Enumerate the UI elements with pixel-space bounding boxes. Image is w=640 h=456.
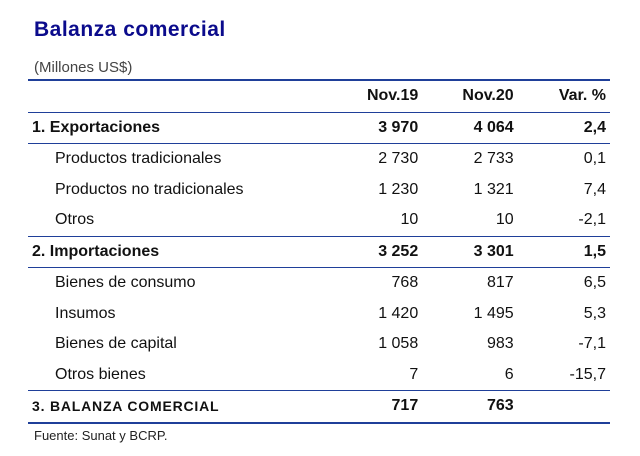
table-row: Insumos 1 420 1 495 5,3 bbox=[28, 299, 610, 330]
row-var bbox=[513, 390, 610, 424]
row-label: Productos no tradicionales bbox=[55, 180, 244, 198]
row-nov19: 7 bbox=[315, 359, 419, 391]
row-var: 5,3 bbox=[583, 304, 606, 322]
row-nov19: 768 bbox=[391, 274, 419, 292]
row-label: Otros bbox=[28, 205, 316, 237]
row-nov20: 2 733 bbox=[473, 150, 514, 168]
table-row: Bienes de consumo 768 817 6,5 bbox=[28, 268, 610, 299]
header-nov20: Nov.20 bbox=[418, 79, 514, 113]
row-var: 2,4 bbox=[513, 112, 610, 144]
row-var: -15,7 bbox=[513, 359, 610, 391]
row-nov20: 817 bbox=[486, 274, 514, 292]
row-nov19: 717 bbox=[315, 390, 419, 424]
header-nov19: Nov.19 bbox=[315, 79, 419, 113]
table-row: Otros bienes 7 6 -15,7 bbox=[28, 359, 610, 391]
units-subtitle: (Millones US$) bbox=[34, 59, 133, 76]
row-label: Insumos bbox=[55, 304, 116, 322]
row-var: 7,4 bbox=[583, 180, 606, 198]
row-nov20: 6 bbox=[418, 359, 514, 391]
table-row-total: 3. BALANZA COMERCIAL 717 763 bbox=[28, 390, 610, 424]
row-label: Productos tradicionales bbox=[55, 150, 222, 168]
row-nov20: 3 301 bbox=[418, 236, 514, 268]
row-label: Otros bienes bbox=[28, 359, 316, 391]
row-nov20: 763 bbox=[418, 390, 514, 424]
row-nov19: 2 730 bbox=[378, 150, 419, 168]
row-nov20: 4 064 bbox=[418, 112, 514, 144]
trade-balance-table: Nov.19 Nov.20 Var. % 1. Exportaciones 3 … bbox=[28, 79, 610, 424]
header-var: Var. % bbox=[513, 79, 610, 113]
page-title: Balanza comercial bbox=[34, 18, 226, 41]
table-header-row: Nov.19 Nov.20 Var. % bbox=[28, 79, 610, 113]
row-nov19: 1 058 bbox=[378, 335, 419, 353]
row-nov19: 1 420 bbox=[378, 304, 419, 322]
table-row: 2. Importaciones 3 252 3 301 1,5 bbox=[28, 236, 610, 268]
row-var: 1,5 bbox=[513, 236, 610, 268]
row-label: Bienes de capital bbox=[55, 335, 177, 353]
row-var: 0,1 bbox=[583, 150, 606, 168]
table-row: Otros 10 10 -2,1 bbox=[28, 205, 610, 237]
row-label: 1. Exportaciones bbox=[28, 112, 316, 144]
row-var: 6,5 bbox=[583, 274, 606, 292]
row-nov19: 1 230 bbox=[378, 180, 419, 198]
row-nov19: 10 bbox=[315, 205, 419, 237]
row-var: -7,1 bbox=[578, 335, 606, 353]
row-nov20: 983 bbox=[486, 335, 514, 353]
table-row: 1. Exportaciones 3 970 4 064 2,4 bbox=[28, 112, 610, 144]
row-label: 2. Importaciones bbox=[28, 236, 316, 268]
row-nov19: 3 252 bbox=[315, 236, 419, 268]
row-nov20: 10 bbox=[418, 205, 514, 237]
row-nov19: 3 970 bbox=[315, 112, 419, 144]
row-var: -2,1 bbox=[513, 205, 610, 237]
row-label: Bienes de consumo bbox=[55, 274, 196, 292]
row-nov20: 1 321 bbox=[473, 180, 514, 198]
table-row: Productos no tradicionales 1 230 1 321 7… bbox=[28, 175, 610, 206]
row-label: 3. BALANZA COMERCIAL bbox=[28, 390, 316, 424]
header-blank bbox=[28, 79, 316, 113]
row-nov20: 1 495 bbox=[473, 304, 514, 322]
table-row: Bienes de capital 1 058 983 -7,1 bbox=[28, 329, 610, 360]
table-row: Productos tradicionales 2 730 2 733 0,1 bbox=[28, 144, 610, 175]
source-footnote: Fuente: Sunat y BCRP. bbox=[34, 428, 168, 443]
